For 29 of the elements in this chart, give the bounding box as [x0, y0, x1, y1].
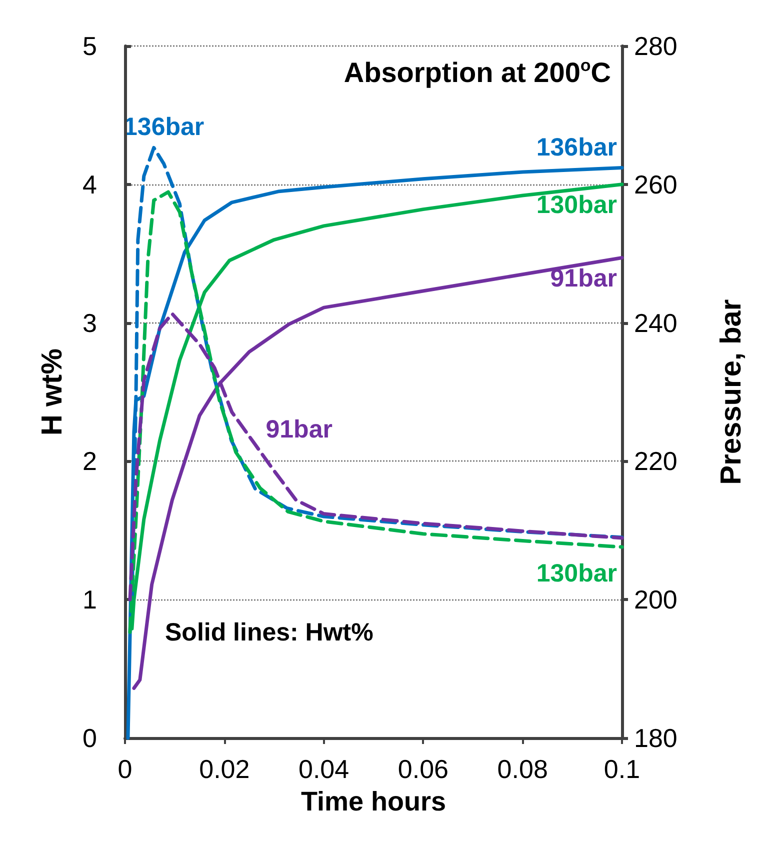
- x-tick-label: 0.08: [497, 754, 548, 784]
- y-tick-label: 2: [82, 446, 97, 476]
- y2-tick-label: 220: [634, 446, 678, 476]
- y2-axis-title: Pressure, bar: [716, 299, 748, 485]
- y-tick-label: 0: [82, 723, 97, 753]
- y-tick-label: 5: [82, 31, 97, 61]
- series-label: 130bar: [536, 560, 618, 588]
- y-axis-title: H wt%: [36, 348, 68, 436]
- y2-tick-label: 200: [634, 584, 678, 615]
- x-axis-title: Time hours: [300, 786, 446, 816]
- y2-tick-label: 240: [634, 308, 678, 338]
- series-label: 91bar: [266, 416, 333, 444]
- x-tick-label: 0.02: [199, 754, 250, 784]
- x-tick-label: 0.04: [298, 754, 350, 784]
- annotation: Solid lines: Hwt%: [165, 618, 374, 646]
- x-tick-label: 0: [118, 754, 132, 784]
- series-label: 136bar: [124, 113, 204, 142]
- y-tick-label: 3: [82, 308, 97, 338]
- y-tick-label: 4: [82, 169, 97, 200]
- x-tick-label: 0.1: [604, 754, 640, 784]
- y2-tick-label: 180: [634, 723, 678, 753]
- series-label: 130bar: [536, 190, 618, 219]
- y-tick-label: 1: [82, 584, 97, 615]
- x-tick-label: 0.06: [398, 754, 449, 784]
- y2-tick-label: 280: [634, 31, 678, 61]
- line-series: [132, 256, 624, 690]
- y2-tick-label: 260: [634, 169, 678, 200]
- series-label: 136bar: [536, 133, 618, 162]
- series-label: 91bar: [550, 264, 618, 292]
